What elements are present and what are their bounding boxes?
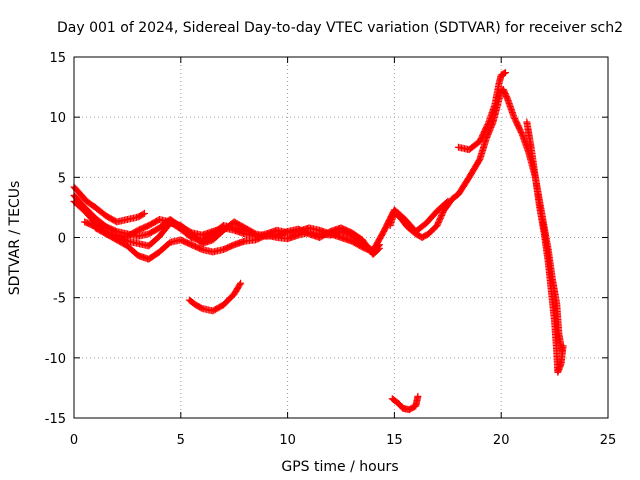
x-tick-label: 10	[279, 433, 296, 448]
x-axis-label: GPS time / hours	[281, 459, 398, 475]
data-point	[500, 69, 508, 77]
series-track-h	[454, 69, 509, 154]
y-tick-label: -15	[45, 412, 66, 427]
y-tick-label: 15	[49, 51, 66, 66]
series-track-a	[70, 183, 148, 226]
data-point	[375, 244, 383, 252]
x-tick-label: 20	[493, 433, 510, 448]
x-tick-label: 5	[177, 433, 185, 448]
y-axis-ticks: -15 -10 -5 0 5 10 15	[45, 51, 608, 427]
x-axis-ticks: 0 5 10 15 20 25	[70, 57, 616, 448]
y-tick-label: 0	[58, 232, 66, 247]
y-axis-label: SDTVAR / TECUs	[7, 181, 23, 296]
data-point	[414, 392, 422, 400]
series-track-f	[185, 279, 245, 315]
grid-lines	[74, 57, 608, 418]
series-track-j	[388, 392, 422, 414]
y-tick-label: 5	[58, 171, 66, 186]
series-track-i	[523, 118, 567, 376]
x-tick-label: 0	[70, 433, 78, 448]
data-point	[501, 69, 509, 77]
data-point	[241, 227, 249, 235]
x-tick-label: 15	[386, 433, 403, 448]
data-point	[236, 281, 244, 289]
y-tick-label: -5	[53, 292, 66, 307]
chart-title: Day 001 of 2024, Sidereal Day-to-day VTE…	[57, 20, 623, 36]
data-point	[139, 210, 147, 218]
data-point	[559, 342, 567, 350]
data-point	[140, 209, 148, 217]
series-track-e	[91, 215, 249, 245]
data-series	[70, 69, 567, 414]
x-tick-label: 25	[600, 433, 617, 448]
y-tick-label: -10	[45, 352, 66, 367]
series-track-c	[70, 197, 452, 263]
y-tick-label: 10	[49, 111, 66, 126]
data-point	[237, 279, 245, 287]
data-point	[374, 245, 382, 253]
